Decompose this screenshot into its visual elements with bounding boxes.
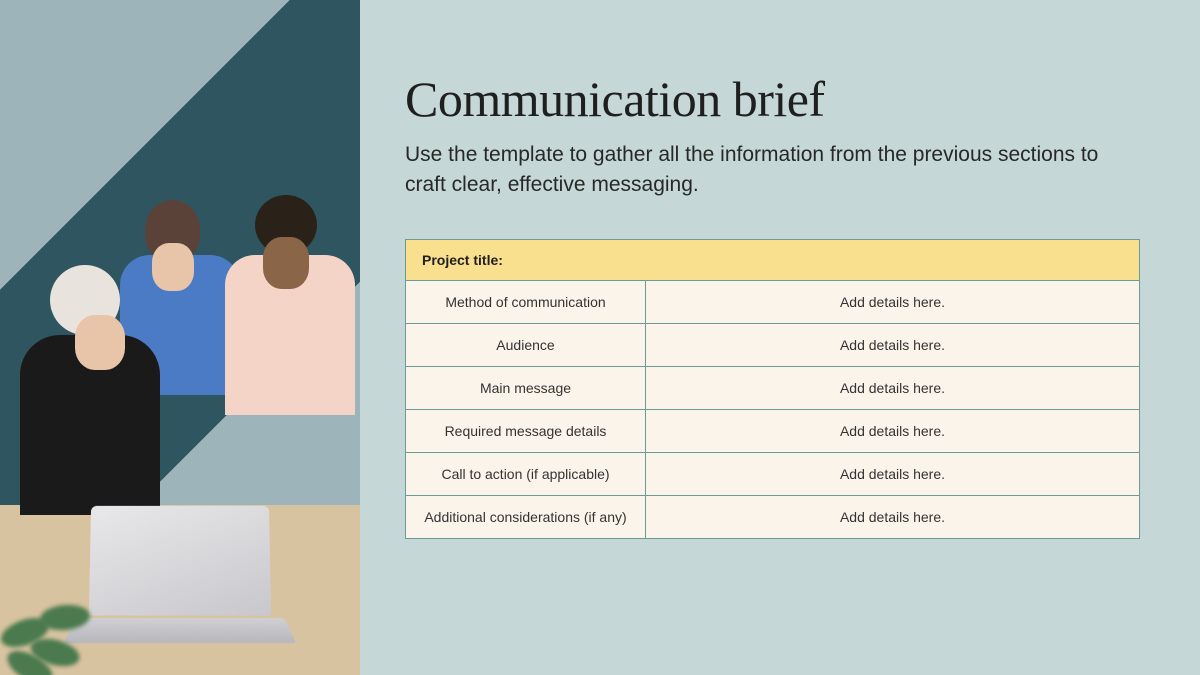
- table-row: Additional considerations (if any) Add d…: [406, 495, 1140, 538]
- row-label: Additional considerations (if any): [406, 495, 646, 538]
- row-value[interactable]: Add details here.: [646, 280, 1140, 323]
- person-illustration: [20, 255, 160, 515]
- row-label: Required message details: [406, 409, 646, 452]
- row-value[interactable]: Add details here.: [646, 409, 1140, 452]
- row-value[interactable]: Add details here.: [646, 452, 1140, 495]
- row-value[interactable]: Add details here.: [646, 495, 1140, 538]
- hero-image: [0, 0, 360, 675]
- row-label: Method of communication: [406, 280, 646, 323]
- row-label: Main message: [406, 366, 646, 409]
- row-value[interactable]: Add details here.: [646, 366, 1140, 409]
- page-title: Communication brief: [405, 70, 1140, 128]
- plant-illustration: [0, 595, 110, 675]
- brief-table: Project title: Method of communication A…: [405, 239, 1140, 539]
- table-row: Method of communication Add details here…: [406, 280, 1140, 323]
- table-row: Main message Add details here.: [406, 366, 1140, 409]
- table-body: Method of communication Add details here…: [406, 280, 1140, 538]
- row-label: Call to action (if applicable): [406, 452, 646, 495]
- table-row: Required message details Add details her…: [406, 409, 1140, 452]
- page-subtitle: Use the template to gather all the infor…: [405, 140, 1105, 201]
- content-panel: Communication brief Use the template to …: [360, 0, 1200, 675]
- person-illustration: [225, 195, 355, 415]
- table-header: Project title:: [406, 239, 1140, 280]
- row-value[interactable]: Add details here.: [646, 323, 1140, 366]
- table-row: Audience Add details here.: [406, 323, 1140, 366]
- table-row: Call to action (if applicable) Add detai…: [406, 452, 1140, 495]
- row-label: Audience: [406, 323, 646, 366]
